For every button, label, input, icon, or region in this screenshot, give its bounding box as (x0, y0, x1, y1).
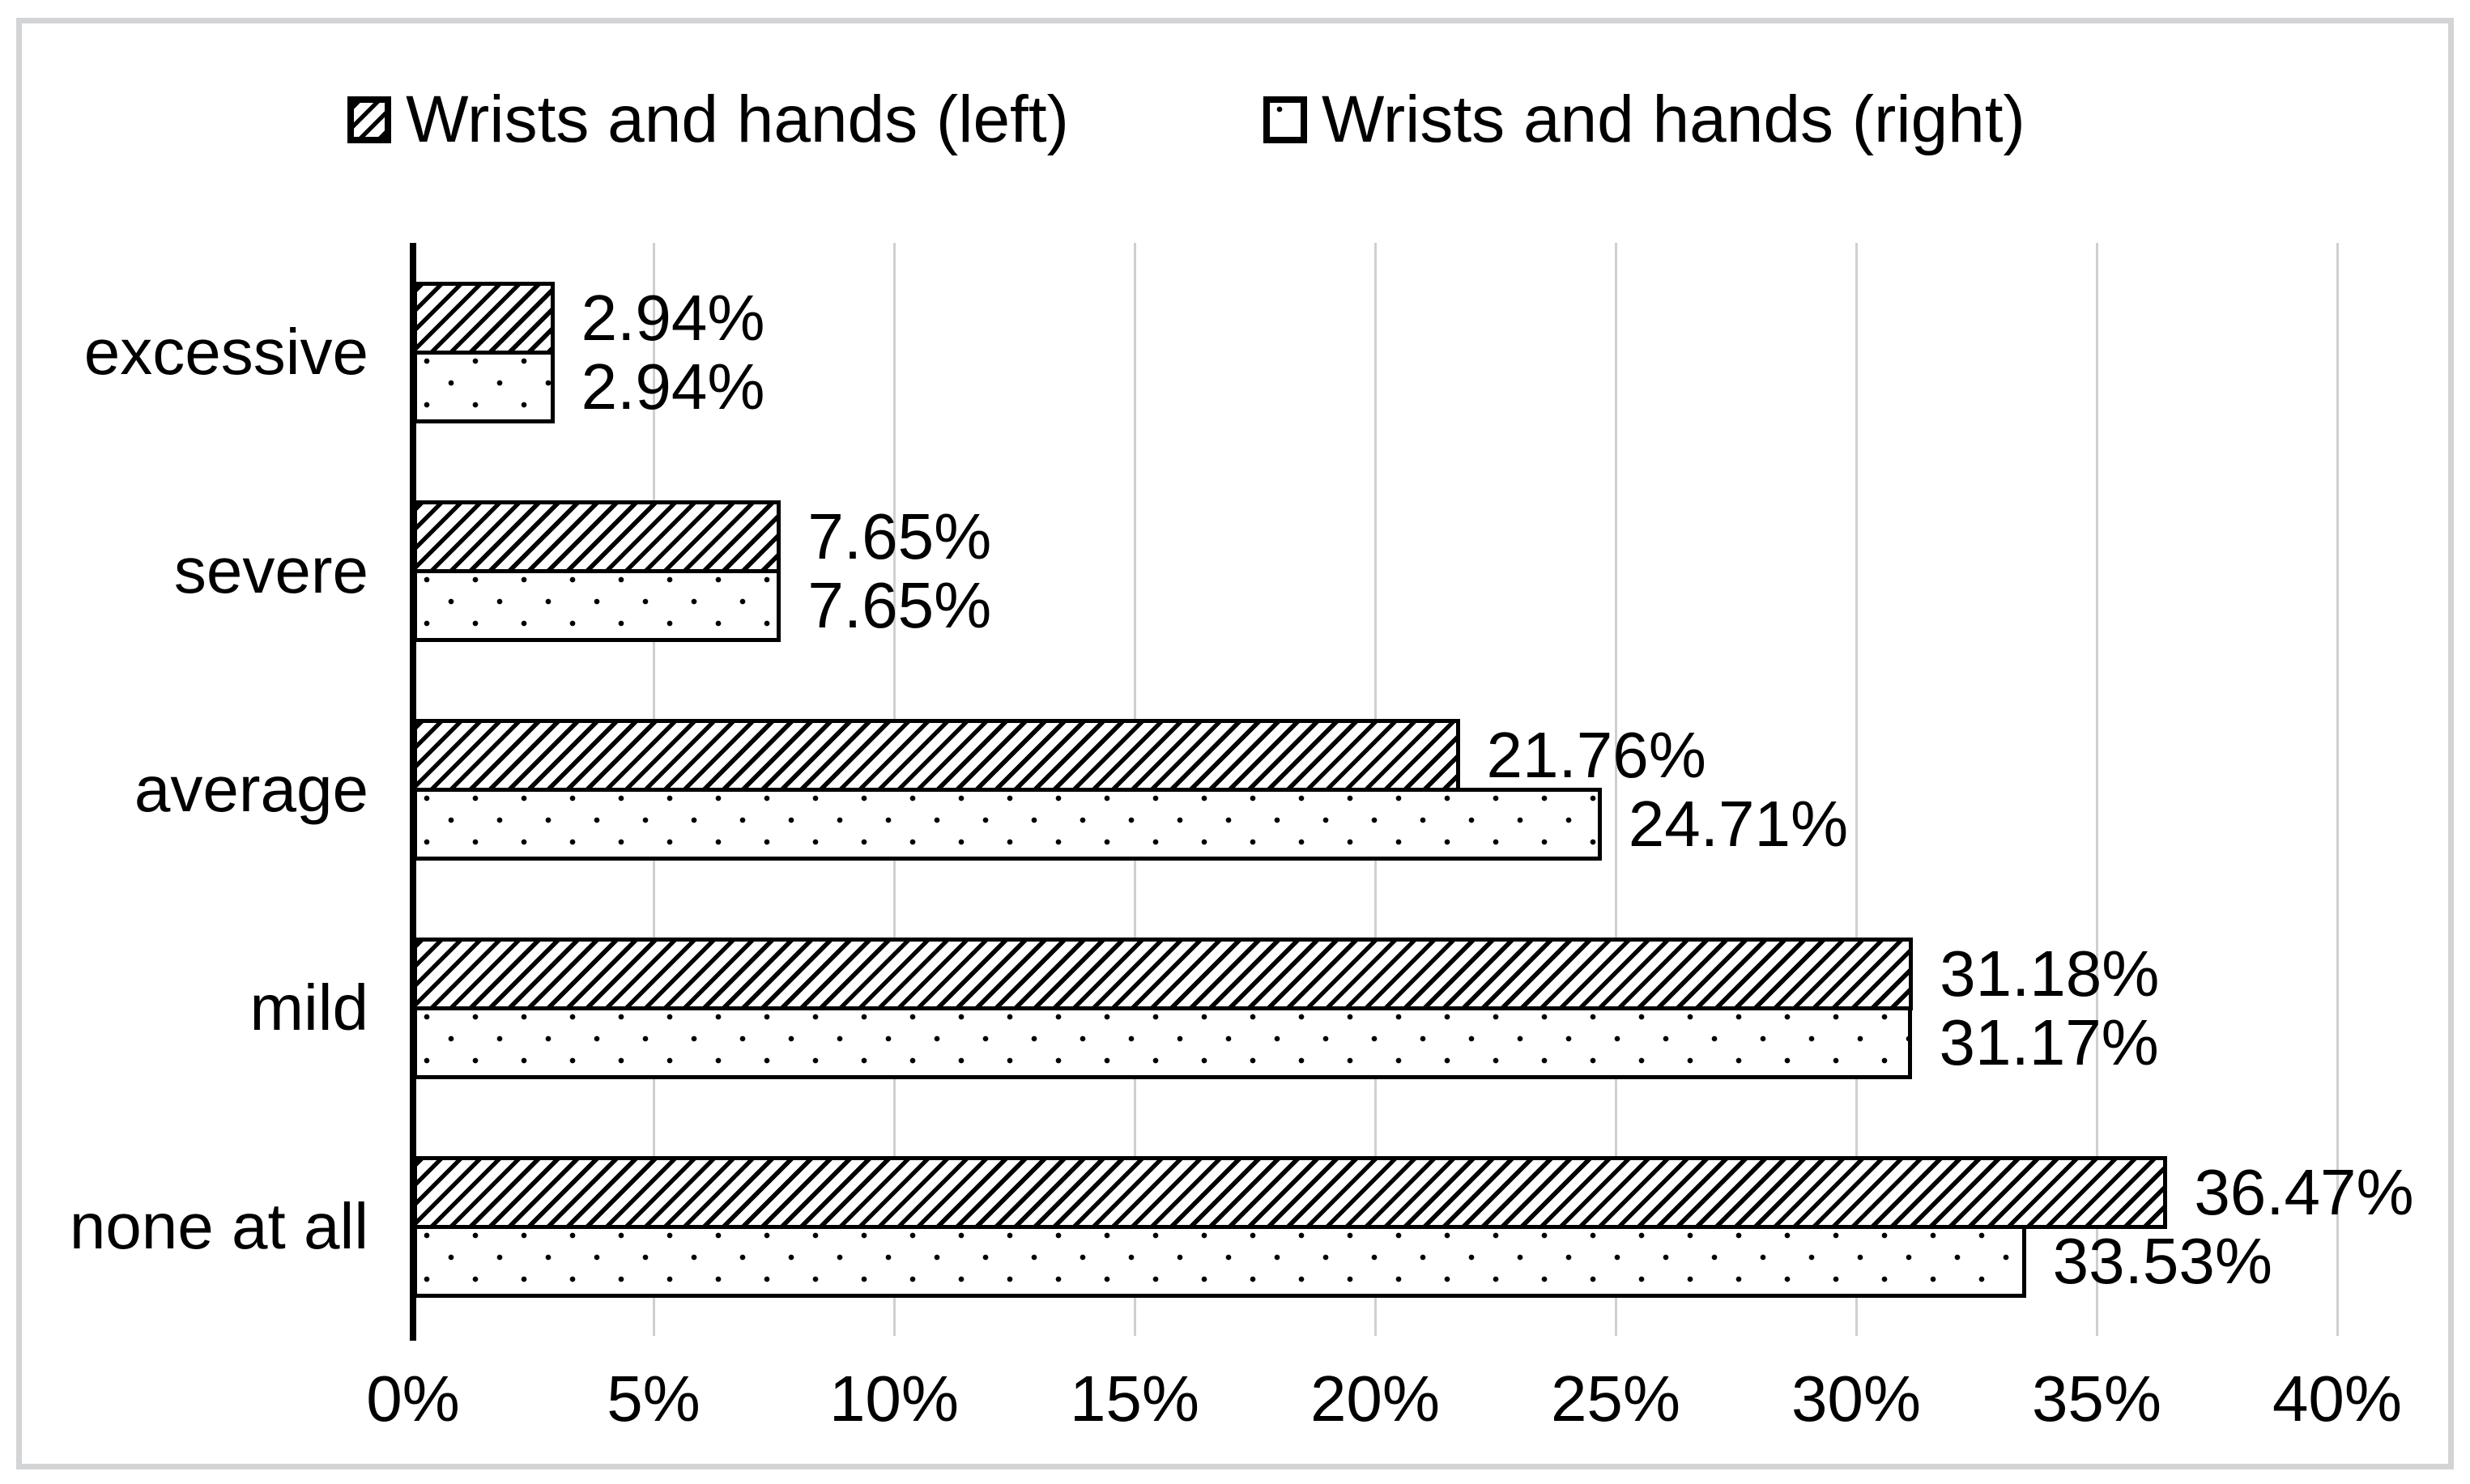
plot-area: 2.94% 2.94% 7.65% 7.65% 21.76% 24.71% 31.18% 31… (410, 243, 2414, 1341)
value-label-mild-series1: 31.18% (1940, 937, 2160, 1010)
tick-label-0pct: 0% (366, 1363, 460, 1435)
bar-dotted-mild: 31.17% (413, 1006, 2159, 1079)
gridline-35pct (2095, 243, 2098, 1336)
tick-label-40pct: 40% (2272, 1363, 2403, 1435)
bar-diagonal-hatch-excessive: 2.94% (413, 281, 764, 355)
value-label-severe-series2: 7.65% (807, 568, 992, 641)
bar-dotted-none-at-all: 33.53% (413, 1224, 2272, 1298)
tick-label-10pct: 10% (828, 1363, 960, 1435)
tick-label-5pct: 5% (607, 1363, 701, 1435)
gridline-25pct (1614, 243, 1617, 1336)
bar-diagonal-hatch-none-at-all: 36.47% (413, 1155, 2414, 1229)
legend-label: Wrists and hands (left) (406, 83, 1069, 156)
tick-label-35pct: 35% (2031, 1363, 2162, 1435)
value-label-excessive-series1: 2.94% (581, 281, 765, 354)
gridline-40pct (2336, 243, 2339, 1336)
tick-label-20pct: 20% (1310, 1363, 1441, 1435)
category-label-mild: mild (249, 972, 368, 1044)
legend-item-wrists-and-hands-left-: Wrists and hands (left) (347, 87, 1069, 153)
bar-dotted-severe: 7.65% (413, 568, 991, 642)
bar-diagonal-hatch-mild: 31.18% (413, 937, 2159, 1010)
category-label-severe: severe (173, 534, 368, 606)
tick-label-30pct: 30% (1791, 1363, 1922, 1435)
value-label-mild-series2: 31.17% (1939, 1006, 2159, 1078)
value-label-average-series2: 24.71% (1628, 787, 1849, 860)
legend-swatch-diagonal-hatch-icon (347, 96, 392, 143)
category-label-average: average (134, 753, 368, 825)
bar-dotted-excessive: 2.94% (413, 350, 764, 423)
value-label-none-at-all-series1: 36.47% (2194, 1155, 2414, 1228)
category-label-excessive: excessive (83, 316, 368, 388)
bar-diagonal-hatch-average: 21.76% (413, 718, 1706, 792)
gridline-30pct (1855, 243, 1858, 1336)
legend-swatch-dotted-icon (1263, 96, 1307, 143)
value-label-average-series1: 21.76% (1486, 718, 1706, 791)
category-label-none-at-all: none at all (69, 1190, 368, 1262)
value-label-severe-series1: 7.65% (807, 500, 992, 572)
tick-label-25pct: 25% (1550, 1363, 1681, 1435)
legend-label: Wrists and hands (right) (1321, 83, 2025, 156)
legend: Wrists and hands (left) Wrists and hands … (0, 71, 2470, 168)
value-label-excessive-series2: 2.94% (581, 350, 765, 423)
value-label-none-at-all-series2: 33.53% (2052, 1224, 2272, 1297)
tick-label-15pct: 15% (1069, 1363, 1200, 1435)
bar-diagonal-hatch-severe: 7.65% (413, 500, 991, 573)
bar-dotted-average: 24.71% (413, 787, 1848, 861)
legend-item-wrists-and-hands-right-: Wrists and hands (right) (1263, 87, 2025, 153)
